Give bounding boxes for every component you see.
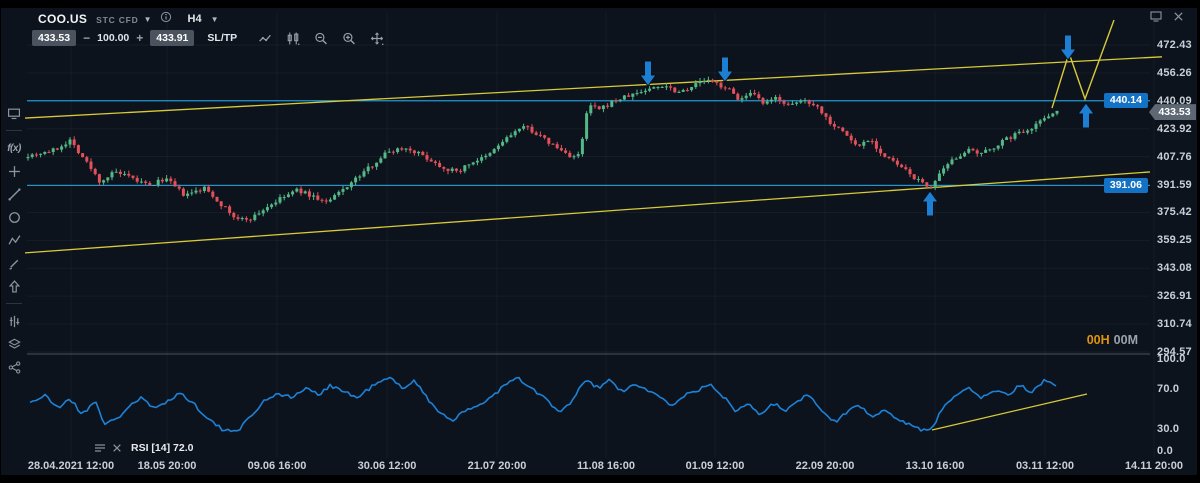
volume-decrease-button[interactable]: −	[83, 31, 91, 45]
price-axis-label: 440.09	[1157, 94, 1192, 107]
price-level-badge: 440.14	[1103, 93, 1148, 109]
volume-value[interactable]: 100.00	[97, 32, 130, 44]
price-axis-label: 326.91	[1157, 290, 1192, 303]
time-axis-label: 28.04.2021 12:00	[27, 460, 115, 472]
chart-layout-icon[interactable]	[4, 105, 24, 121]
share-icon[interactable]	[4, 359, 24, 375]
chart-tools	[258, 31, 384, 45]
zoom-in-icon[interactable]	[342, 32, 356, 45]
time-axis-label: 22.09 20:00	[795, 460, 855, 472]
indicator-remove-icon[interactable]	[112, 443, 122, 453]
timeframe-caret-icon: ▼	[210, 14, 219, 24]
time-axis-label: 18.05 20:00	[137, 460, 197, 472]
time-axis-label: 14.11 20:00	[1124, 460, 1184, 472]
price-axis-label: 310.74	[1157, 318, 1192, 331]
candlestick-mode-icon[interactable]	[286, 32, 300, 45]
time-axis-label: 30.06 12:00	[357, 460, 417, 472]
price-axis-label: 423.92	[1157, 122, 1192, 135]
time-axis-label: 11.08 16:00	[576, 460, 636, 472]
price-axis-label: 472.43	[1157, 39, 1192, 51]
pencil-tool-icon[interactable]	[4, 255, 24, 271]
pan-mode-icon[interactable]	[370, 31, 384, 45]
price-axis-label: 359.25	[1157, 234, 1192, 247]
toolbar-divider	[6, 303, 22, 304]
rsi-axis-label: 0.0	[1157, 445, 1173, 457]
current-price-badge: 433.53	[1149, 104, 1196, 121]
volume-profile-icon[interactable]	[4, 313, 24, 329]
price-axis-label: 391.59	[1157, 178, 1192, 191]
waves-tool-icon[interactable]	[4, 232, 24, 248]
market-type-label: STC CFD	[96, 14, 139, 25]
chart-window-background	[1, 8, 1197, 475]
indicator-name-label: RSI [14] 72.0	[131, 442, 194, 454]
indicator-caption: RSI [14] 72.0	[94, 442, 193, 454]
rsi-axis-label: 100.0	[1157, 353, 1186, 365]
timeframe-value: H4	[187, 13, 202, 25]
close-icon[interactable]	[1173, 9, 1184, 27]
symbol-dropdown-caret-icon[interactable]: ▼	[143, 14, 152, 24]
sltp-button[interactable]: SL/TP	[207, 32, 238, 44]
time-axis-label: 01.09 12:00	[685, 460, 745, 472]
countdown-minutes: 00M	[1113, 333, 1138, 347]
price-axis-label: 456.26	[1157, 66, 1192, 79]
price-axis-label: 375.42	[1157, 206, 1192, 219]
drawing-toolbar: f(x)	[1, 105, 27, 375]
timeframe-selector[interactable]: H4 ▼	[188, 13, 219, 25]
indicators-fx-icon[interactable]: f(x)	[7, 142, 21, 154]
toolbar-divider	[6, 130, 22, 131]
layers-icon[interactable]	[4, 336, 24, 352]
symbol-name: COO.US	[38, 12, 88, 26]
candle-countdown: 00H 00M	[1087, 333, 1138, 347]
buy-price-button[interactable]: 433.91	[150, 30, 195, 46]
instrument-header: COO.US STC CFD ▼ H4 ▼	[38, 11, 218, 27]
price-axis-label: 407.76	[1157, 150, 1192, 163]
rsi-axis-label: 30.0	[1157, 423, 1180, 435]
trendline-tool-icon[interactable]	[4, 186, 24, 202]
zoom-out-icon[interactable]	[314, 32, 328, 45]
line-chart-mode-icon[interactable]	[258, 32, 272, 45]
rsi-axis-label: 70.0	[1157, 383, 1180, 395]
arrow-shape-tool-icon[interactable]	[4, 278, 24, 294]
time-axis-label: 21.07 20:00	[467, 460, 527, 472]
time-axis-label: 03.11 12:00	[1015, 460, 1075, 472]
crosshair-icon[interactable]	[4, 163, 24, 179]
popout-window-icon[interactable]	[1150, 9, 1162, 27]
countdown-hours: 00H	[1086, 333, 1110, 347]
time-axis-label: 09.06 16:00	[247, 460, 307, 472]
instrument-info-icon[interactable]	[160, 10, 172, 28]
volume-increase-button[interactable]: +	[136, 31, 144, 45]
price-level-badge: 391.06	[1103, 177, 1148, 193]
window-controls	[1150, 9, 1184, 27]
indicator-settings-icon[interactable]	[94, 443, 106, 453]
order-toolbar: 433.53 − 100.00 + 433.91 SL/TP	[32, 30, 384, 46]
ellipse-tool-icon[interactable]	[4, 209, 24, 225]
price-axis-label: 294.57	[1157, 346, 1192, 358]
sell-price-button[interactable]: 433.53	[32, 30, 77, 46]
price-axis-label: 343.08	[1157, 262, 1192, 275]
time-axis-label: 13.10 16:00	[905, 460, 965, 472]
